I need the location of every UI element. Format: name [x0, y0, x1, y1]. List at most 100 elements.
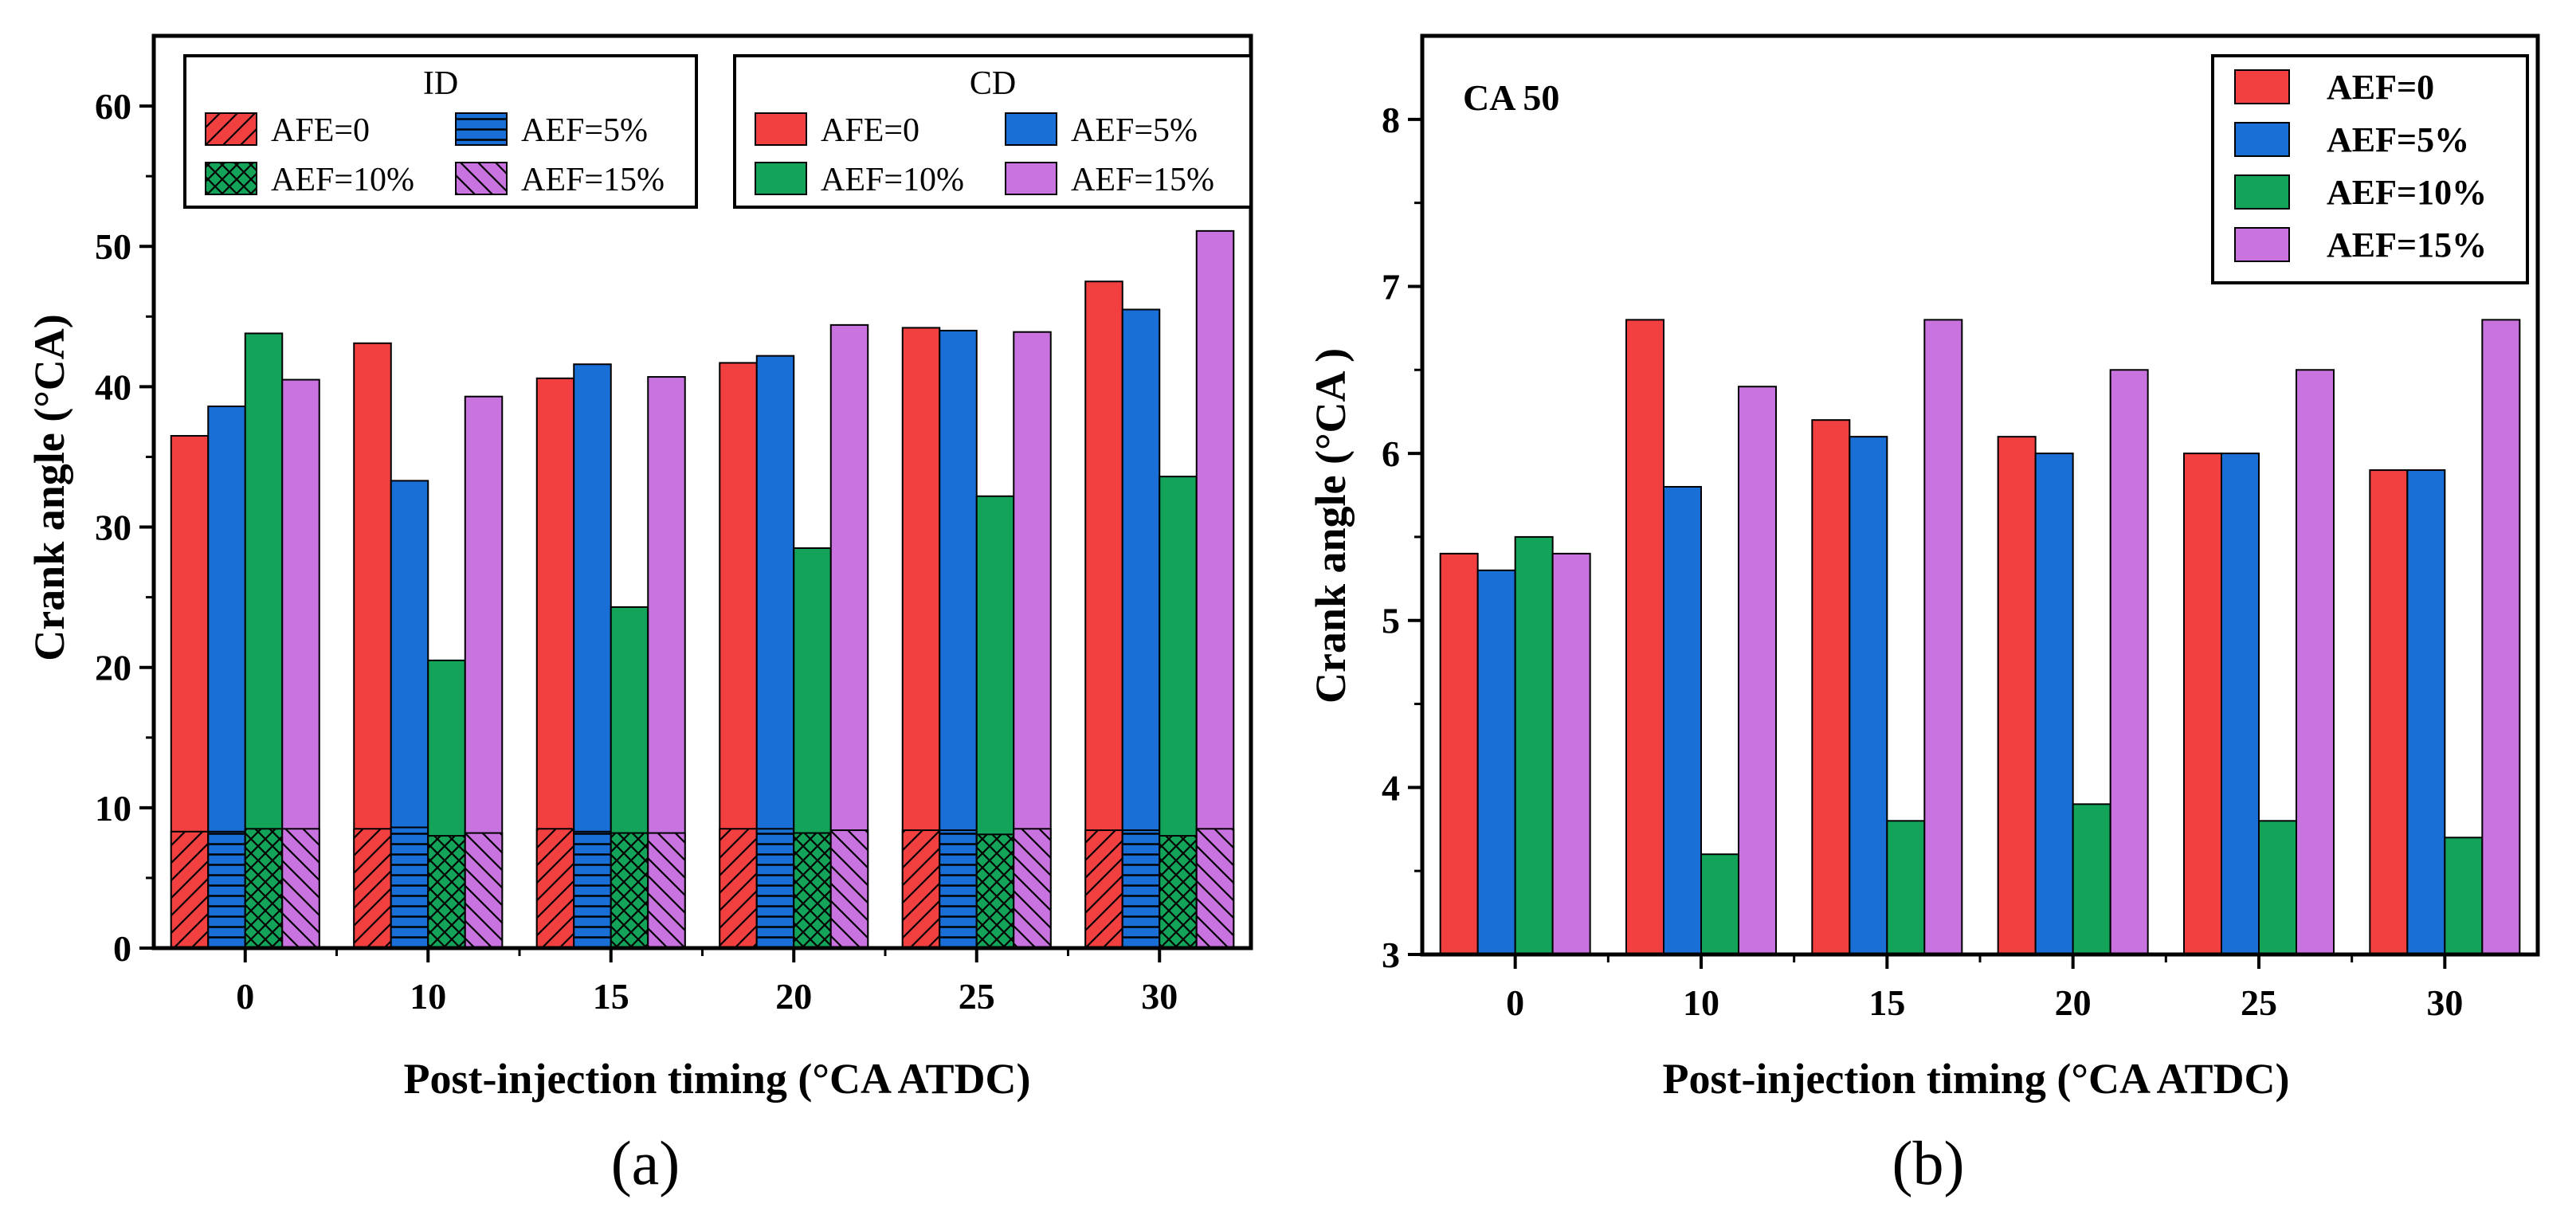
legend-b: AEF=0 AEF=5% AEF=10% AEF=15% [2211, 54, 2529, 284]
a-bar-id-s2-c3 [793, 832, 832, 949]
a-bar-id-s0-c2 [535, 828, 575, 950]
panel-b-xlabel: Post-injection timing (°CA ATDC) [1662, 1055, 2289, 1103]
legend-cd-swatch-3 [1005, 162, 1057, 195]
panel-b-axes: 0 10 15 20 25 30 3 4 5 6 7 8 [1382, 33, 2540, 1023]
legend-cd-title: CD [970, 65, 1016, 102]
b-bar-s3-c2 [1923, 319, 1963, 955]
legend-id-swatch-1 [455, 112, 508, 146]
b-ytick-label-4: 7 [1382, 266, 1400, 307]
legend-id-label-1: AEF=5% [521, 112, 648, 149]
a-bar-id-s1-c3 [755, 828, 795, 950]
legend-cd-label-0: AFE=0 [821, 112, 919, 149]
a-bar-id-s1-c1 [390, 826, 429, 949]
b-xtick-label-5: 30 [2426, 982, 2463, 1023]
a-bar-id-s3-c1 [464, 832, 504, 949]
a-ytick-label-3: 30 [95, 508, 131, 548]
b-bar-s2-c1 [1700, 853, 1739, 955]
legend-b-swatch-3 [2234, 227, 2290, 262]
b-bar-s0-c4 [2183, 453, 2222, 955]
a-bar-id-s3-c5 [1195, 828, 1235, 950]
a-bar-id-s2-c2 [610, 832, 649, 949]
panel-b-ylabel: Crank angle (°CA ) [1307, 348, 1355, 704]
a-frame [151, 33, 1253, 950]
a-bar-id-s1-c5 [1121, 829, 1161, 949]
legend-id: ID AFE=0 AEF=5% AEF=10% AEF=15% [183, 54, 698, 209]
a-bar-id-s1-c0 [207, 830, 246, 950]
legend-b-swatch-0 [2234, 69, 2290, 104]
b-bar-s1-c2 [1849, 436, 1888, 955]
a-bar-id-s3-c4 [1013, 828, 1052, 950]
panel-a: 0 10 15 20 25 30 0 10 20 30 40 50 60 ID AFE=0 AEF=5%… [25, 33, 1253, 1197]
b-bar-s3-c1 [1738, 386, 1777, 955]
panel-a-xlabel: Post-injection timing (°CA ATDC) [403, 1055, 1030, 1103]
b-bar-s1-c4 [2221, 453, 2260, 955]
b-bar-s0-c3 [1997, 436, 2037, 955]
b-bar-s0-c2 [1811, 419, 1851, 955]
b-xtick-label-4: 25 [2241, 982, 2277, 1023]
a-ytick-label-5: 50 [95, 226, 131, 267]
legend-cd-swatch-2 [755, 162, 807, 195]
legend-cd-swatch-0 [755, 112, 807, 146]
b-bar-s2-c5 [2444, 837, 2484, 955]
a-xtick-label-1: 10 [410, 976, 446, 1017]
panel-a-axes: 0 10 15 20 25 30 0 10 20 30 40 50 60 [95, 33, 1253, 1017]
b-ytick-label-5: 8 [1382, 100, 1400, 140]
panel-a-caption: (a) [611, 1128, 680, 1197]
b-xtick-label-3: 20 [2055, 982, 2092, 1023]
a-bar-id-s3-c2 [647, 832, 686, 949]
b-ytick-label-0: 3 [1382, 935, 1400, 975]
a-bar-id-s2-c5 [1159, 835, 1198, 949]
legend-id-swatch-0 [205, 112, 257, 146]
a-bar-id-s2-c4 [975, 833, 1015, 950]
panel-b-title: CA 50 [1463, 77, 1559, 118]
b-bar-s1-c3 [2034, 453, 2074, 955]
panel-b-bars [1439, 319, 2521, 956]
b-xtick-label-2: 15 [1868, 982, 1905, 1023]
legend-id-label-2: AEF=10% [271, 162, 414, 198]
a-bar-id-s2-c1 [427, 835, 466, 949]
b-bar-s3-c5 [2481, 319, 2521, 955]
legend-cd-label-2: AEF=10% [821, 162, 964, 198]
b-ytick-label-1: 4 [1382, 767, 1400, 808]
legend-cd-label-3: AEF=15% [1071, 162, 1214, 198]
a-bar-id-s3-c3 [829, 829, 869, 949]
b-bar-s2-c0 [1514, 535, 1554, 955]
b-bar-s1-c5 [2406, 469, 2446, 955]
legend-b-label-2: AEF=10% [2327, 173, 2487, 212]
b-bar-s0-c5 [2369, 469, 2409, 955]
b-bar-s0-c1 [1625, 319, 1664, 955]
a-bar-id-s0-c4 [901, 829, 941, 949]
a-ytick-label-1: 10 [95, 788, 131, 829]
legend-b-label-0: AEF=0 [2327, 68, 2434, 107]
b-bar-s0-c0 [1439, 552, 1479, 955]
a-xtick-label-5: 30 [1141, 976, 1178, 1017]
b-bar-s2-c2 [1886, 820, 1926, 955]
b-bar-s1-c0 [1476, 569, 1516, 955]
a-xtick-label-2: 15 [593, 976, 629, 1017]
a-xtick-label-4: 25 [959, 976, 995, 1017]
a-ytick-label-2: 20 [95, 648, 131, 688]
a-ytick-label-0: 0 [113, 928, 131, 969]
a-bar-id-s0-c1 [353, 828, 392, 950]
b-bar-s3-c0 [1551, 552, 1591, 955]
panel-b-caption: (b) [1892, 1128, 1965, 1197]
legend-id-swatch-3 [455, 162, 508, 195]
legend-b-swatch-2 [2234, 174, 2290, 210]
a-ytick-label-6: 60 [95, 86, 131, 127]
a-bar-id-s0-c0 [170, 830, 210, 950]
legend-id-label-0: AFE=0 [271, 112, 370, 149]
panel-a-bars [170, 229, 1235, 950]
b-ytick-label-2: 5 [1382, 601, 1400, 641]
legend-b-label-3: AEF=15% [2327, 225, 2487, 265]
a-xtick-label-3: 20 [775, 976, 812, 1017]
b-bar-s3-c4 [2296, 369, 2335, 956]
b-xtick-label-0: 0 [1506, 982, 1524, 1023]
legend-cd-label-1: AEF=5% [1071, 112, 1198, 149]
a-ytick-label-4: 40 [95, 366, 131, 407]
b-bar-s1-c1 [1663, 486, 1702, 955]
b-xtick-label-1: 10 [1683, 982, 1719, 1023]
legend-cd: CD AFE=0 AEF=5% AEF=10% AEF=15% [733, 54, 1253, 209]
a-bar-id-s3-c0 [281, 828, 320, 950]
legend-b-swatch-1 [2234, 122, 2290, 157]
